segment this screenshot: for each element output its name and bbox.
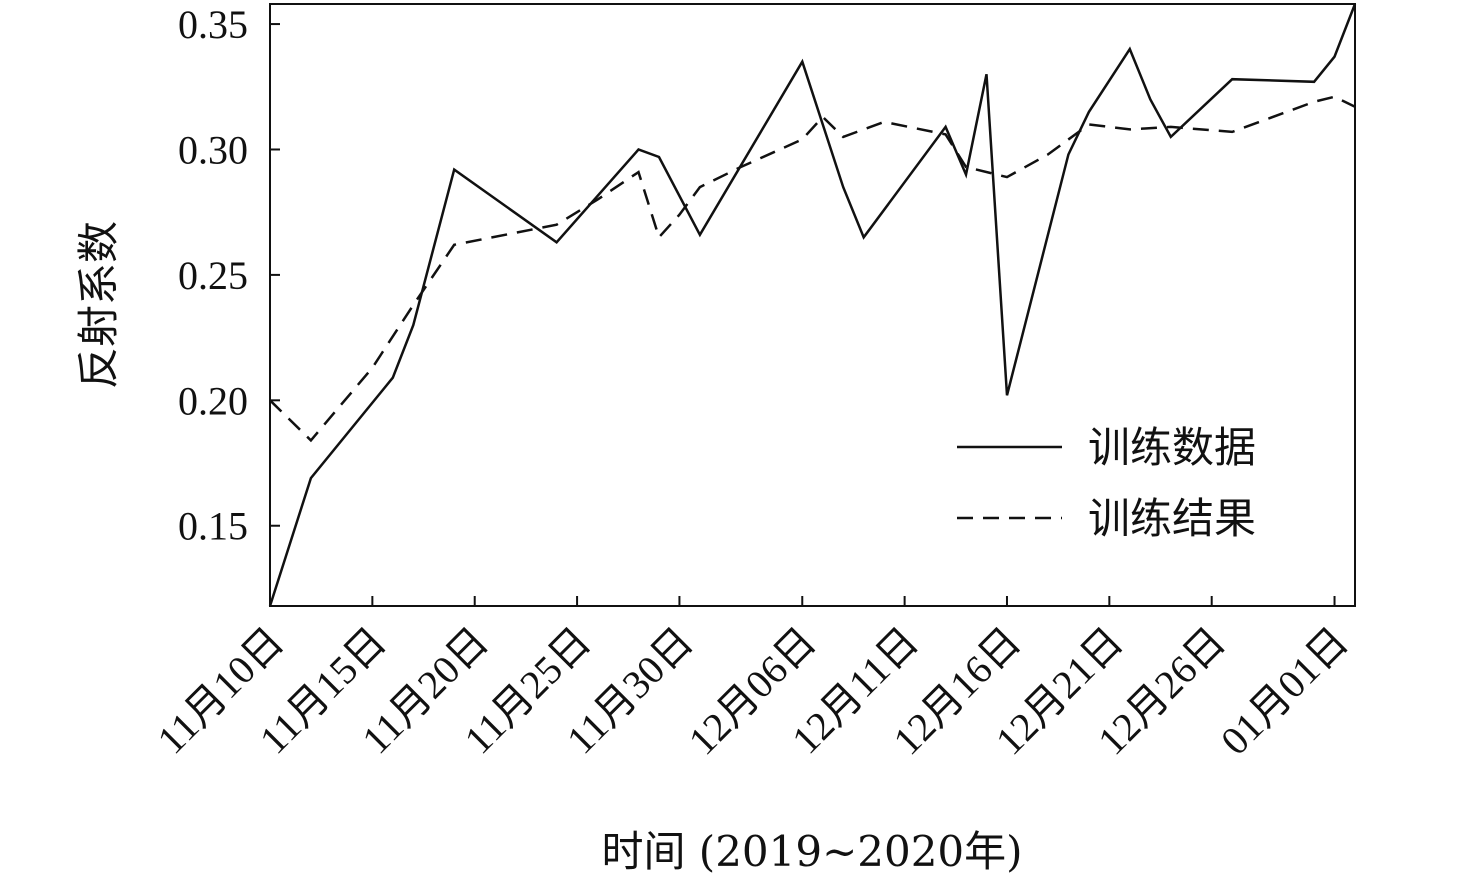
plot-frame (269, 3, 1356, 607)
x-tick-label: 01月01日 (1212, 619, 1357, 764)
series-layer (268, 3, 1357, 607)
x-axis: 11月10日11月15日11月20日11月25日11月30日12月06日12月1… (148, 596, 1357, 764)
y-tick-label: 0.30 (178, 127, 248, 172)
y-tick-label: 0.20 (178, 378, 248, 423)
series-line-training-data (268, 3, 1357, 607)
legend-label: 训练结果 (1088, 494, 1256, 543)
x-axis-title: 时间 (2019~2020年) (601, 827, 1022, 876)
legend-label: 训练数据 (1088, 423, 1256, 472)
y-tick-label: 0.15 (178, 504, 248, 549)
y-tick-label: 0.25 (178, 253, 248, 298)
series-line-training-result (269, 95, 1356, 443)
y-axis-title: 反射系数 (74, 221, 123, 389)
y-axis: 0.15 0.20 0.25 0.30 0.35 (178, 2, 280, 549)
y-tick-label: 0.35 (178, 2, 248, 47)
plot-area-border (269, 3, 1356, 607)
